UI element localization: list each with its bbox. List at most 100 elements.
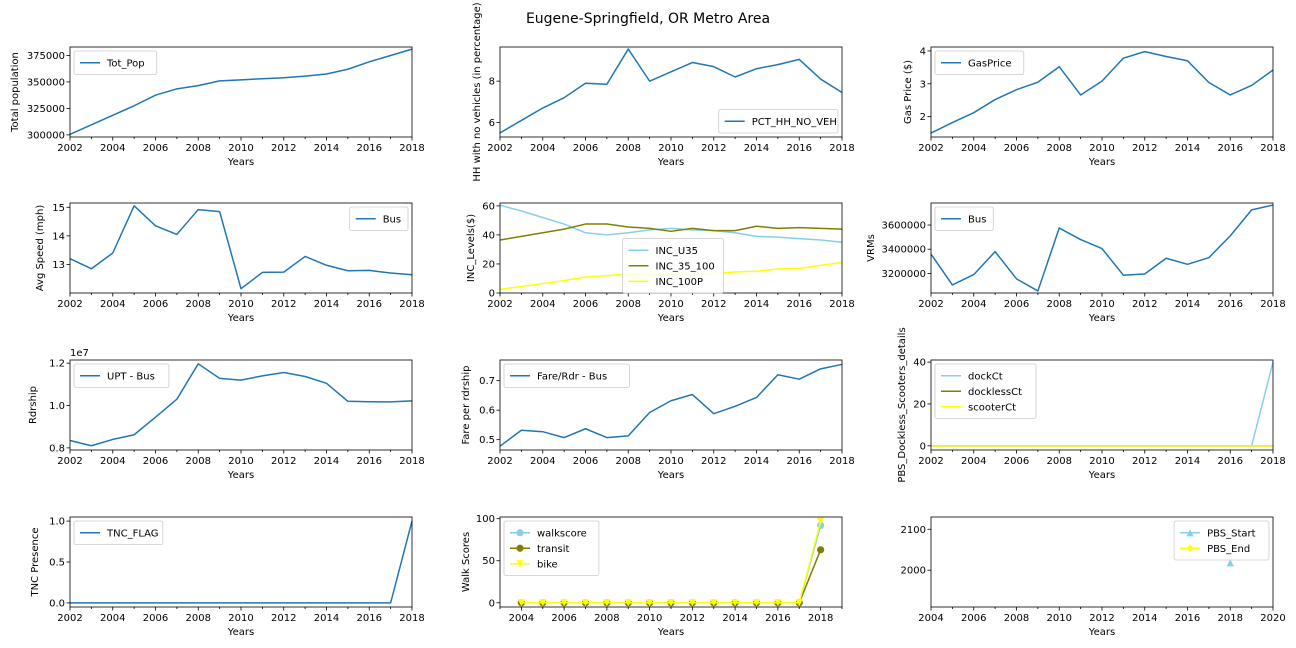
x-axis-label: Years (1088, 157, 1115, 168)
legend-label: bike (537, 559, 558, 570)
y-tick-label: 3400000 (881, 245, 926, 256)
y-axis-label: PBS_Dockless_Scooters_details (897, 327, 908, 482)
x-tick-label: 2014 (722, 613, 747, 624)
legend: TNC_FLAG (73, 520, 164, 545)
y-tick-label: 60 (482, 201, 495, 212)
legend: PCT_HH_NO_VEH (718, 109, 839, 134)
x-tick-label: 2016 (787, 299, 812, 310)
x-tick-label: 2006 (1004, 143, 1029, 154)
y-tick-label: 3 (920, 79, 926, 90)
x-tick-label: 2012 (271, 613, 296, 624)
legend: Bus (349, 206, 409, 231)
data-point (539, 599, 547, 607)
series-line (930, 50, 1274, 134)
legend-box (503, 363, 630, 388)
data-point (817, 546, 825, 554)
y-tick-label: 13 (52, 260, 65, 271)
data-point (1226, 559, 1234, 567)
x-tick-label: 2018 (399, 456, 424, 467)
x-tick-label: 2018 (399, 143, 424, 154)
y-tick-label: 0 (489, 289, 495, 300)
x-tick-label: 2008 (1004, 613, 1029, 624)
y-tick-label: 1.0 (49, 517, 65, 528)
legend-marker (1186, 544, 1194, 552)
x-tick-label: 2014 (314, 456, 339, 467)
x-tick-label: 2014 (744, 143, 769, 154)
x-axis-label: Years (1088, 470, 1115, 481)
x-tick-label: 2004 (918, 613, 943, 624)
data-point (560, 599, 568, 607)
data-point (603, 599, 611, 607)
legend-label: UPT - Bus (107, 371, 155, 382)
x-tick-label: 2008 (1047, 456, 1072, 467)
x-tick-label: 2018 (829, 456, 854, 467)
x-tick-label: 2008 (616, 143, 641, 154)
x-tick-label: 2018 (1260, 143, 1285, 154)
legend-label: Bus (968, 214, 986, 225)
x-tick-label: 2002 (487, 143, 512, 154)
x-tick-label: 2018 (399, 299, 424, 310)
chart-inc_levels: 2002 2004 2006 2008 2010 2012 2014 2016 2018 0 20 4… (466, 201, 855, 324)
legend-label: PCT_HH_NO_VEH (752, 117, 837, 128)
y-tick-label: 0.8 (49, 443, 65, 454)
legend-label: INC_U35 (656, 246, 698, 257)
x-tick-label: 2012 (701, 143, 726, 154)
x-tick-label: 2008 (186, 613, 211, 624)
legend-box (1173, 520, 1270, 561)
x-tick-label: 2010 (1089, 456, 1114, 467)
chart-tnc_flag: 2002 2004 2006 2008 2010 2012 2014 2016 2018 0.0 0… (30, 517, 425, 638)
y-tick-label: 8 (489, 77, 495, 88)
x-tick-label: 2002 (57, 143, 82, 154)
x-tick-label: 2004 (530, 456, 555, 467)
chart-gas_price: 2002 2004 2006 2008 2010 2012 2014 2016 2018 2 3 4 Y… (903, 46, 1286, 168)
x-tick-label: 2006 (143, 456, 168, 467)
y-tick-label: 375000 (27, 51, 65, 62)
legend-box (934, 50, 1025, 75)
legend-marker (516, 560, 524, 568)
x-tick-label: 2002 (57, 456, 82, 467)
legend-label: GasPrice (968, 58, 1011, 69)
x-tick-label: 2004 (961, 299, 986, 310)
x-tick-label: 2006 (1004, 456, 1029, 467)
chart-tot_pop: 2002 2004 2006 2008 2010 2012 2014 2016 2018 3000… (10, 46, 425, 168)
x-tick-label: 2018 (1260, 299, 1285, 310)
y-tick-label: 40 (913, 358, 926, 369)
series-line (499, 48, 843, 134)
x-tick-label: 2012 (271, 456, 296, 467)
chart-walk_scores: 2004 2006 2008 2010 2012 2014 2016 2018 0 50 100 Ye… (461, 514, 843, 638)
x-tick-label: 2010 (658, 299, 683, 310)
legend-label: Bus (383, 214, 401, 225)
legend-label: Fare/Rdr - Bus (537, 371, 607, 382)
x-tick-label: 2008 (186, 143, 211, 154)
x-tick-label: 2010 (1047, 613, 1072, 624)
y-tick-label: 350000 (27, 77, 65, 88)
x-tick-label: 2010 (1089, 143, 1114, 154)
x-axis-label: Years (227, 313, 254, 324)
y-tick-label: 40 (482, 230, 495, 241)
x-tick-label: 2016 (357, 456, 382, 467)
y-tick-label: 20 (482, 259, 495, 270)
x-tick-label: 2002 (487, 456, 512, 467)
y-tick-label: 0.7 (479, 376, 495, 387)
x-tick-label: 2012 (701, 299, 726, 310)
x-tick-label: 2006 (551, 613, 576, 624)
series-line (69, 363, 413, 447)
chart-pbs_dockless: 2002 2004 2006 2008 2010 2012 2014 2016 2018 0 20 4… (897, 327, 1286, 482)
y-tick-label: 50 (482, 556, 495, 567)
x-tick-label: 2004 (961, 456, 986, 467)
y-tick-label: 20 (913, 399, 926, 410)
x-tick-label: 2004 (100, 613, 125, 624)
x-tick-label: 2016 (1218, 143, 1243, 154)
x-axis-label: Years (227, 470, 254, 481)
legend: PBS_Start PBS_End (1173, 520, 1270, 561)
x-tick-label: 2012 (271, 299, 296, 310)
x-tick-label: 2014 (1175, 456, 1200, 467)
x-tick-label: 2002 (57, 299, 82, 310)
x-tick-label: 2004 (100, 143, 125, 154)
x-tick-label: 2004 (530, 299, 555, 310)
legend-box (73, 520, 164, 545)
x-tick-label: 2014 (1175, 299, 1200, 310)
x-tick-label: 2018 (808, 613, 833, 624)
x-tick-label: 2008 (616, 299, 641, 310)
y-tick-label: 14 (52, 231, 65, 242)
